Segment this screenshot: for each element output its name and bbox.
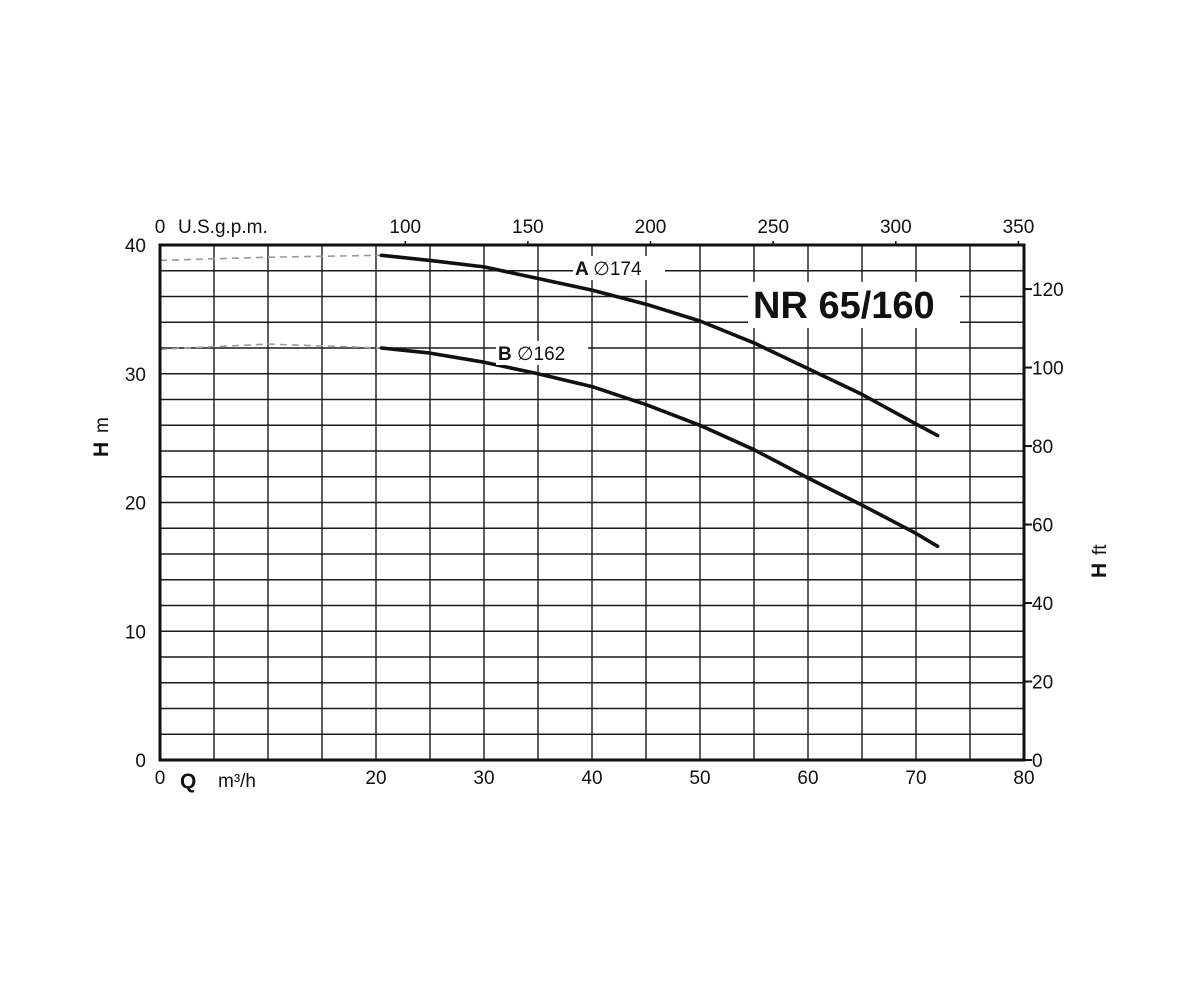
curve-a-label: A ∅174 bbox=[575, 259, 642, 280]
x2-tick-label: 350 bbox=[1003, 217, 1035, 238]
y2-tick-label: 0 bbox=[1032, 751, 1043, 772]
y-tick-label: 40 bbox=[125, 236, 146, 257]
y2-tick-label: 60 bbox=[1032, 516, 1053, 537]
x-tick-label: 0 bbox=[155, 768, 166, 789]
y-tick-label: 10 bbox=[125, 622, 146, 643]
x2-tick-label: 100 bbox=[389, 217, 421, 238]
chart-title: NR 65/160 bbox=[753, 285, 935, 327]
y2-axis-title: H ft bbox=[1088, 544, 1111, 578]
curve-labels: A ∅174 B ∅162 bbox=[496, 256, 665, 365]
model-title: NR 65/160 bbox=[748, 282, 960, 328]
x-tick-label: 80 bbox=[1013, 768, 1034, 789]
x-tick-label: 70 bbox=[905, 768, 926, 789]
y2-axis-unit: ft bbox=[1090, 544, 1111, 555]
x-axis-letter: Q bbox=[180, 770, 196, 793]
x-tick-label: 20 bbox=[365, 768, 386, 789]
curves bbox=[159, 253, 940, 549]
y2-tick-label: 100 bbox=[1032, 359, 1064, 380]
y2-tick-label: 40 bbox=[1032, 594, 1053, 615]
grid bbox=[160, 245, 1024, 760]
curve-b-extrapolation bbox=[159, 343, 382, 351]
curve-label-background bbox=[573, 256, 665, 280]
x-axis-unit: m³/h bbox=[218, 771, 256, 792]
y2-tick-label: 80 bbox=[1032, 437, 1053, 458]
y2-tick-label: 20 bbox=[1032, 673, 1053, 694]
x-tick-label: 50 bbox=[689, 768, 710, 789]
y-axis-letter: H bbox=[90, 442, 113, 457]
x2-tick-label: 150 bbox=[512, 217, 544, 238]
curve-b-label: B ∅162 bbox=[498, 344, 565, 365]
y-tick-label: 30 bbox=[125, 365, 146, 386]
y-axis-title: H m bbox=[90, 417, 113, 457]
x2-tick-label: 0 bbox=[155, 217, 166, 238]
y-tick-label: 20 bbox=[125, 494, 146, 515]
axis-labels: U.S.g.p.m. Q m³/h H m H ft bbox=[90, 217, 1111, 793]
x2-tick-label: 300 bbox=[880, 217, 912, 238]
y2-axis-letter: H bbox=[1088, 563, 1111, 578]
x-tick-label: 30 bbox=[473, 768, 494, 789]
x-tick-label: 60 bbox=[797, 768, 818, 789]
curve-b bbox=[379, 346, 940, 549]
y2-tick-label: 120 bbox=[1032, 280, 1064, 301]
top-axis-unit: U.S.g.p.m. bbox=[178, 217, 268, 238]
x-tick-label: 40 bbox=[581, 768, 602, 789]
x2-tick-label: 250 bbox=[757, 217, 789, 238]
curve-a bbox=[379, 253, 940, 438]
x2-tick-label: 200 bbox=[635, 217, 667, 238]
y-tick-label: 0 bbox=[135, 751, 146, 772]
plot-frame bbox=[158, 243, 1026, 762]
curve-a-extrapolation bbox=[159, 254, 382, 262]
curve-label-background bbox=[496, 341, 588, 365]
y-axis-unit: m bbox=[92, 417, 113, 433]
